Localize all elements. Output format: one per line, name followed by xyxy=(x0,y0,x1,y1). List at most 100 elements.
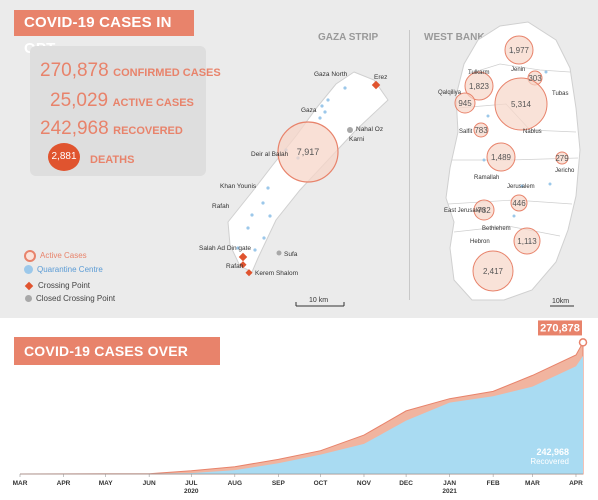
x-tick-label: AUG xyxy=(228,480,242,487)
westbank-title: WEST BANK xyxy=(424,32,485,43)
place-karni: Karni xyxy=(349,136,364,143)
active-label: ACTIVE CASES xyxy=(112,97,194,109)
qalqiliya-value: 945 xyxy=(458,99,472,108)
x-tick-label: DEC xyxy=(399,480,413,487)
x-tick-label: JUL xyxy=(185,480,197,487)
active-stat: 25,029 ACTIVE CASES xyxy=(50,90,194,112)
quarantine-dot xyxy=(548,182,552,186)
confirmed-value: 270,878 xyxy=(40,60,109,81)
place-jericho: Jericho xyxy=(555,168,575,174)
nablus-value: 5,314 xyxy=(511,100,532,109)
gaza-title: GAZA STRIP xyxy=(318,32,379,43)
place-jenin: Jenin xyxy=(511,67,525,73)
quarantine-dot xyxy=(318,116,322,120)
place-east-jerusalem: East Jerusalem xyxy=(444,208,485,214)
westbank-map: 1,977 1,823 303 945 5,314 783 1,489 279 … xyxy=(438,21,581,307)
quarantine-dot xyxy=(261,201,265,205)
place-khan-younis: Khan Younis xyxy=(220,183,257,190)
qalqiliya-active-circle xyxy=(454,92,476,114)
place-jerusalem: Jerusalem xyxy=(507,184,535,190)
end-total-badge xyxy=(538,320,582,336)
place-qalqiliya: Qalqiliya xyxy=(438,90,462,96)
quarantine-dot xyxy=(236,246,240,250)
quarantine-dot xyxy=(323,110,327,114)
quarantine-dot xyxy=(262,236,266,240)
erez-crossing-icon xyxy=(371,80,381,90)
gaza-map: 7,917 Gaza North Erez Gaza Nahal Oz Karn… xyxy=(199,71,389,307)
quarantine-dot xyxy=(482,158,486,162)
x-tick-label: FEB xyxy=(487,480,500,487)
tulkarm-active-circle xyxy=(464,71,494,101)
page-title: COVID-19 CASES IN OPT xyxy=(14,10,194,57)
legend-crossing: Crossing Point xyxy=(24,281,91,291)
westbank-scale-label: 10km xyxy=(552,298,569,305)
place-gaza: Gaza xyxy=(301,107,317,114)
quarantine-dot xyxy=(520,184,524,188)
tulkarm-value: 1,823 xyxy=(469,82,490,91)
hebron-south-active-circle xyxy=(472,250,514,292)
x-tick-label: APR xyxy=(57,480,71,487)
place-rafah-town: Rafah xyxy=(212,203,230,210)
legend-crossing-label: Crossing Point xyxy=(38,281,91,290)
legend-closed-label: Closed Crossing Point xyxy=(36,294,116,303)
active-value: 25,029 xyxy=(50,90,109,111)
salah-ad-din-crossing-icon xyxy=(238,252,248,262)
jenin-active-circle xyxy=(504,35,534,65)
x-year-label: 2021 xyxy=(442,488,457,495)
bethlehem-active-circle xyxy=(510,194,528,212)
quarantine-dot xyxy=(266,186,270,190)
rafah-crossing-icon xyxy=(239,261,247,269)
x-tick-label: APR xyxy=(569,480,583,487)
legend-quarantine: Quarantine Centre xyxy=(24,265,103,275)
quarantine-dot xyxy=(343,86,347,90)
recovered-label: RECOVERED xyxy=(113,125,183,137)
east-jerusalem-value: 732 xyxy=(477,206,491,215)
recovered-value: 242,968 xyxy=(40,118,109,139)
quarantine-dot xyxy=(250,213,254,217)
quarantine-centre-icon xyxy=(24,265,33,275)
place-nablus: Nablus xyxy=(523,129,542,135)
end-recovered-label: Recovered xyxy=(530,457,569,466)
confirmed-label: CONFIRMED CASES xyxy=(113,67,221,79)
place-salah-ad-din: Salah Ad Din gate xyxy=(199,245,251,252)
quarantine-dot xyxy=(326,98,330,102)
governorate-border xyxy=(467,63,571,75)
x-tick-label: JAN xyxy=(443,480,456,487)
legend-active: Active Cases xyxy=(24,250,87,262)
place-salfit: Salfit xyxy=(459,129,473,135)
ramallah-value: 1,489 xyxy=(491,153,512,162)
hebron-active-circle xyxy=(513,227,541,255)
jenin-value: 1,977 xyxy=(509,46,530,55)
x-tick-label: SEP xyxy=(272,480,286,487)
quarantine-dot xyxy=(486,114,490,118)
ramallah-active-circle xyxy=(486,142,516,172)
deaths-label: DEATHS xyxy=(90,154,135,166)
quarantine-dot xyxy=(320,104,324,108)
gaza-circle-value: 7,917 xyxy=(297,147,320,157)
nablus-active-circle xyxy=(494,77,548,131)
place-nahal-oz: Nahal Oz xyxy=(356,126,383,133)
chart-title: COVID-19 CASES OVER TIME xyxy=(14,337,220,387)
quarantine-dot xyxy=(246,226,250,230)
deaths-stat: DEATHS xyxy=(90,150,134,168)
place-kerem-shalom: Kerem Shalom xyxy=(255,270,298,277)
kerem-shalom-crossing-icon xyxy=(245,269,253,277)
quarantine-dot xyxy=(544,70,548,74)
east-jerusalem-active-circle xyxy=(473,199,495,221)
tubas-value: 303 xyxy=(528,74,542,83)
place-sufa: Sufa xyxy=(284,251,298,258)
closed-crossing-icon xyxy=(25,295,32,303)
x-tick-label: MAR xyxy=(525,480,540,487)
active-cases-icon xyxy=(24,250,36,262)
confirmed-stat: 270,878 CONFIRMED CASES xyxy=(40,60,221,82)
x-tick-label: OCT xyxy=(314,480,328,487)
x-tick-label: NOV xyxy=(357,480,372,487)
quarantine-dot xyxy=(512,214,516,218)
gaza-active-circle xyxy=(277,121,339,183)
bethlehem-value: 446 xyxy=(512,199,526,208)
x-tick-label: JUN xyxy=(143,480,156,487)
series-recovered-area xyxy=(20,356,583,474)
jericho-active-circle xyxy=(555,151,569,165)
place-tubas: Tubas xyxy=(552,91,568,97)
